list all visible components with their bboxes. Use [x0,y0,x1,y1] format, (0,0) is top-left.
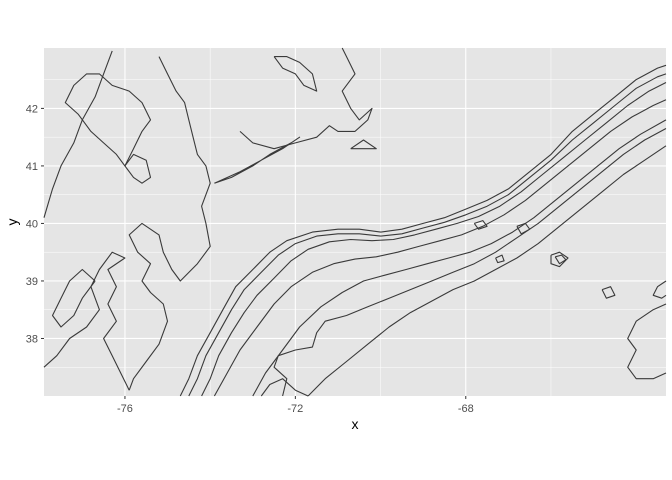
x-tick-label: -68 [458,403,474,415]
x-axis-ticks: -76 -72 -68 [117,396,474,415]
contour-line-6 [124,153,152,184]
contour-lines [43,47,667,397]
contour-line-14 [213,99,667,397]
contour-line-10 [350,139,377,150]
y-tick-label: 39 [26,276,38,288]
contour-line-17 [273,128,667,397]
contour-line-9 [273,56,318,92]
contour-line-20 [652,280,667,299]
contour-line-8 [239,47,373,150]
contour-line-26 [601,286,616,299]
contour-line-1 [43,50,113,218]
contour-line-12 [188,73,667,397]
x-tick-label: -72 [287,403,303,415]
y-tick-label: 38 [26,333,38,345]
plot-panel [44,48,666,396]
y-tick-label: 40 [26,218,38,230]
contour-line-3 [128,56,211,391]
contour-line-2 [64,73,152,167]
contour-line-18 [260,378,309,397]
contour-line-11 [179,64,667,397]
x-tick-label: -76 [117,403,133,415]
contour-line-5 [51,268,96,328]
contour-line-21 [550,251,569,268]
y-tick-label: 42 [26,103,38,115]
contour-line-4 [43,251,130,391]
contour-line-24 [473,220,488,230]
y-axis-title: y [4,219,20,226]
grid-lines [44,48,666,396]
contour-line-16 [307,145,667,397]
y-tick-label: 41 [26,161,38,173]
contour-line-15 [252,119,667,397]
contour-line-19 [627,303,667,380]
contour-line-25 [495,254,505,264]
contour-line-22 [554,254,567,265]
contour-line-23 [516,222,531,235]
contour-line-13 [201,82,667,397]
y-axis-ticks: 38 39 40 41 42 [26,103,44,345]
contour-line-7 [214,136,301,184]
x-axis-title: x [352,416,359,432]
